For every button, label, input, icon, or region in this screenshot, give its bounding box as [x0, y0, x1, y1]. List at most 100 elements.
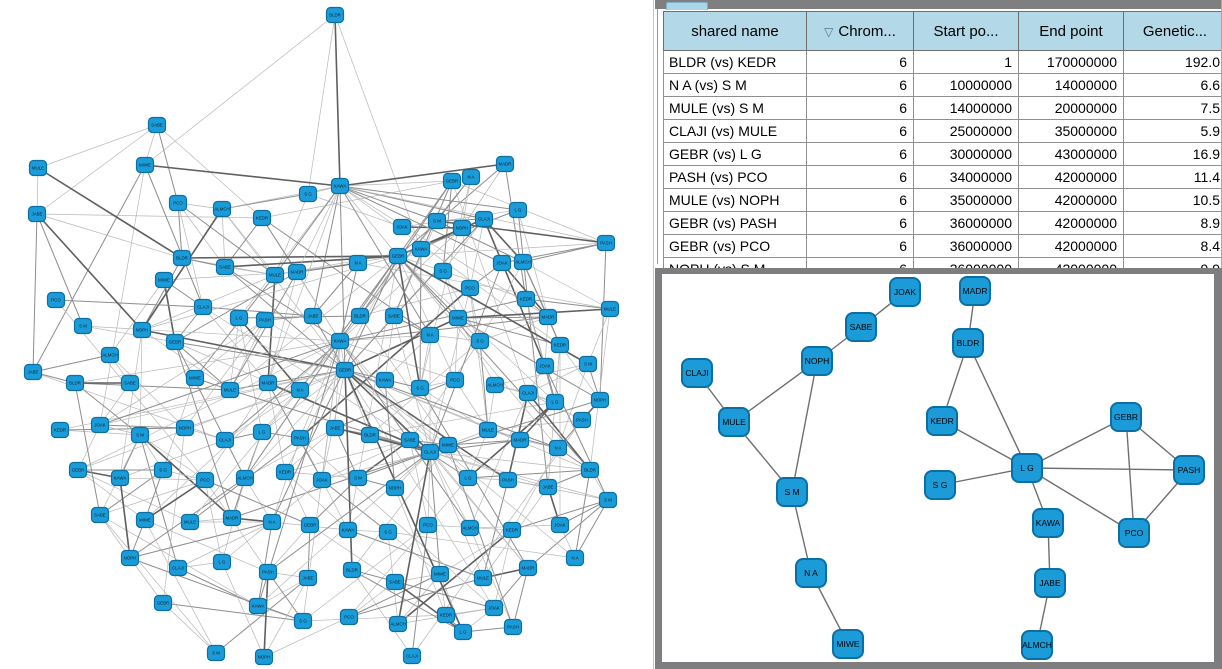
table-row[interactable]: CLAJI (vs) MULE 6 25000000 35000000 5.9: [663, 119, 1222, 143]
network-node[interactable]: ALMCH: [235, 469, 255, 487]
network-node[interactable]: JABE: [538, 478, 558, 496]
network-node[interactable]: JABE: [303, 307, 323, 325]
network-node[interactable]: GEBR: [335, 361, 355, 379]
network-node[interactable]: NOPH: [452, 219, 472, 237]
table-row[interactable]: PASH (vs) PCO 6 34000000 42000000 11.4: [663, 165, 1222, 189]
network-node[interactable]: MADR: [510, 431, 530, 449]
network-node-noph[interactable]: NOPH: [801, 346, 833, 376]
network-node[interactable]: S G: [470, 332, 490, 350]
network-node[interactable]: JOAK: [550, 516, 570, 534]
network-node[interactable]: NOPH: [175, 419, 195, 437]
network-node[interactable]: PASH: [258, 563, 278, 581]
network-node[interactable]: PCO: [418, 516, 438, 534]
network-node-l-g[interactable]: L G: [1011, 453, 1043, 483]
network-node[interactable]: CLAJI: [474, 210, 494, 228]
network-node[interactable]: KEDR: [550, 336, 570, 354]
network-node-s-g[interactable]: S G: [924, 470, 956, 500]
network-node[interactable]: PASH: [503, 618, 523, 636]
network-node[interactable]: PCO: [46, 291, 66, 309]
network-node[interactable]: MULE: [220, 381, 240, 399]
network-node[interactable]: S M: [130, 426, 150, 444]
network-node[interactable]: JOAK: [392, 218, 412, 236]
network-node[interactable]: PCO: [168, 194, 188, 212]
network-node[interactable]: MULE: [28, 159, 48, 177]
network-node-kawa[interactable]: KAWA: [1032, 508, 1064, 538]
network-node[interactable]: BLDR: [580, 461, 600, 479]
network-node[interactable]: BLDR: [325, 6, 345, 24]
network-node[interactable]: NOPH: [590, 391, 610, 409]
network-node[interactable]: S M: [427, 212, 447, 230]
network-node[interactable]: JABE: [27, 205, 47, 223]
network-node[interactable]: BLDR: [360, 426, 380, 444]
network-node-gebr[interactable]: GEBR: [1110, 402, 1142, 432]
network-node[interactable]: N A: [290, 381, 310, 399]
network-node[interactable]: ALMCH: [100, 346, 120, 364]
subnetwork-graph[interactable]: JOAK MADR SABE BLDR NOPH CLAJI KEDR GEBR MULE L G…: [662, 274, 1214, 662]
network-node[interactable]: N A: [565, 549, 585, 567]
network-node[interactable]: N A: [420, 326, 440, 344]
network-node[interactable]: MIWE: [135, 156, 155, 174]
network-node[interactable]: PASH: [596, 234, 616, 252]
network-node[interactable]: PASH: [255, 311, 275, 329]
column-header-shared-name[interactable]: shared name: [663, 11, 807, 51]
network-node[interactable]: SABE: [215, 258, 235, 276]
network-node[interactable]: N A: [548, 439, 568, 457]
network-node-pco[interactable]: PCO: [1118, 518, 1150, 548]
network-node[interactable]: NOPH: [385, 479, 405, 497]
table-row[interactable]: N A (vs) S M 6 10000000 14000000 6.6: [663, 73, 1222, 97]
network-node[interactable]: GEBR: [300, 516, 320, 534]
network-node[interactable]: L G: [252, 423, 272, 441]
table-row[interactable]: MULE (vs) NOPH 6 35000000 42000000 10.5: [663, 188, 1222, 212]
network-node[interactable]: JABE: [23, 363, 43, 381]
network-node-mule[interactable]: MULE: [718, 407, 750, 437]
network-node[interactable]: NOPH: [254, 648, 274, 666]
network-node[interactable]: MADR: [538, 308, 558, 326]
network-node[interactable]: MIWE: [448, 309, 468, 327]
network-node[interactable]: MADR: [222, 509, 242, 527]
network-node[interactable]: PCO: [195, 471, 215, 489]
network-node[interactable]: KAWA: [330, 332, 350, 350]
network-node[interactable]: SABE: [384, 307, 404, 325]
main-network-graph[interactable]: BLDR SABE MIWE MULE MADR N A GEBR KAWA S G PCO ALM…: [0, 0, 655, 669]
network-node[interactable]: S G: [433, 262, 453, 280]
network-node[interactable]: S M: [73, 317, 93, 335]
network-node[interactable]: ALMCH: [212, 200, 232, 218]
network-node[interactable]: MIWE: [154, 271, 174, 289]
network-node[interactable]: CLAJI: [518, 384, 538, 402]
network-node[interactable]: KAWA: [411, 240, 431, 258]
network-node[interactable]: MIWE: [135, 511, 155, 529]
network-node[interactable]: MADR: [495, 155, 515, 173]
network-node-n-a[interactable]: N A: [795, 558, 827, 588]
network-node[interactable]: JABE: [298, 569, 318, 587]
network-node[interactable]: MULE: [473, 569, 493, 587]
network-node[interactable]: JOAK: [484, 599, 504, 617]
network-node[interactable]: BLDR: [342, 561, 362, 579]
network-node[interactable]: L G: [453, 623, 473, 641]
network-node[interactable]: SABE: [400, 431, 420, 449]
table-row[interactable]: BLDR (vs) KEDR 6 1 170000000 192.0: [663, 50, 1222, 74]
network-node[interactable]: PCO: [445, 371, 465, 389]
network-node[interactable]: CLAJI: [402, 647, 422, 665]
column-header-start-po-[interactable]: Start po...: [913, 11, 1019, 51]
network-node[interactable]: MIWE: [430, 565, 450, 583]
table-row[interactable]: GEBR (vs) L G 6 30000000 43000000 16.9: [663, 142, 1222, 166]
network-node[interactable]: S G: [410, 379, 430, 397]
network-node[interactable]: JOAK: [535, 357, 555, 375]
network-node[interactable]: KAWA: [330, 177, 350, 195]
network-node[interactable]: ALMCH: [513, 253, 533, 271]
network-node[interactable]: NOPH: [132, 321, 152, 339]
network-node[interactable]: N A: [348, 254, 368, 272]
network-node[interactable]: MULE: [478, 421, 498, 439]
network-node[interactable]: MADR: [518, 559, 538, 577]
network-node[interactable]: S G: [378, 523, 398, 541]
network-node[interactable]: S G: [293, 612, 313, 630]
network-node[interactable]: SABE: [90, 506, 110, 524]
network-node[interactable]: MULE: [180, 513, 200, 531]
network-node[interactable]: S M: [598, 491, 618, 509]
network-node[interactable]: PASH: [290, 429, 310, 447]
network-node[interactable]: SABE: [147, 116, 167, 134]
splitter-line[interactable]: [657, 9, 658, 264]
network-node-pash[interactable]: PASH: [1173, 455, 1205, 485]
network-node-jabe[interactable]: JABE: [1034, 568, 1066, 598]
network-node[interactable]: CLAJI: [420, 443, 440, 461]
